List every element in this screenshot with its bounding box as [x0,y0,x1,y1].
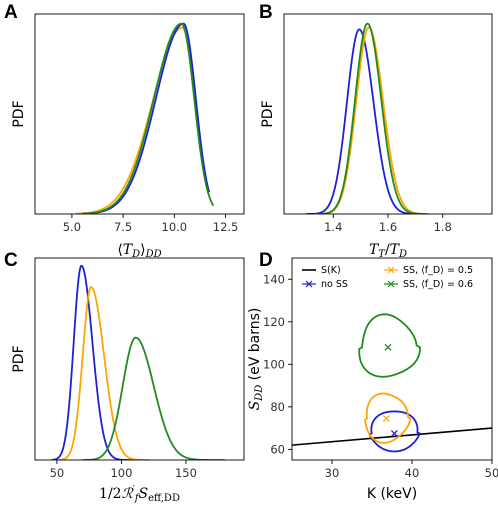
y-axis-label: PDF [11,345,27,372]
x-tick-label: 50 [485,466,498,480]
y-tick-label: 80 [270,400,285,414]
pdf-curve-green [82,22,215,214]
plot-area [292,313,492,453]
legend: S(K) SS, ⟨f_D⟩ = 0.5 no SS SS, ⟨f_D⟩ = 0.6 [302,265,473,290]
x-tick-label: 7.5 [114,220,132,234]
contour-blue [368,410,421,453]
legend-entry: SS, ⟨f_D⟩ = 0.5 [384,265,473,276]
y-tick-label: 140 [263,272,285,286]
pdf-curve-blue [82,22,211,214]
x-tick-label: 30 [325,466,340,480]
marker-blue [390,429,398,437]
y-tick-label: 60 [270,442,285,456]
x-tick-label: 1.6 [379,220,397,234]
legend-label: no SS [321,279,348,290]
pdf-curve-orange [59,286,150,460]
y-tick-label: 100 [263,357,285,371]
x-axis-label: K (keV) [367,486,417,502]
x-tick-label: 10.0 [162,220,188,234]
panel-letter-b: B [259,2,273,23]
pdf-curve-green [314,22,427,214]
y-tick-label: 120 [263,315,285,329]
curves-c [51,264,225,460]
marker-orange [382,415,390,422]
panel-c: C 50 100 150 PDF 1/2ℛ′fSeff,DD [4,250,245,504]
x-tick-label: 1.4 [324,220,342,234]
x-axis-label: 1/2ℛ′fSeff,DD [99,485,180,504]
legend-label: S(K) [321,265,341,276]
contour-green [358,313,421,378]
legend-entry: SS, ⟨f_D⟩ = 0.6 [384,279,473,290]
plot-frame [283,13,493,215]
plot-frame [34,257,245,461]
panel-letter-a: A [4,2,18,23]
pdf-curve-orange [75,26,208,214]
panel-d: D 30 40 50 60 80 100 120 140 K (keV) SDD (eV barns… [247,250,498,502]
x-tick-label: 100 [110,466,132,480]
x-tick-label: 12.5 [213,220,239,234]
legend-label: SS, ⟨f_D⟩ = 0.6 [403,279,473,290]
panel-b: B 1.4 1.6 1.8 PDF TT/TD [259,2,493,260]
y-axis-label: PDF [260,100,276,127]
x-tick-label: 40 [405,466,420,480]
marker-green [384,343,392,351]
y-axis-label: SDD (eV barns) [247,308,265,411]
panel-letter-d: D [259,250,273,271]
panel-a: A 5.0 7.5 10.0 12.5 PDF ⟨TD⟩DD [4,2,245,260]
legend-entry: S(K) [302,265,341,276]
plot-frame [34,13,245,215]
panel-letter-c: C [4,250,18,271]
legend-entry: no SS [302,279,348,290]
pdf-curve-blue [305,28,421,214]
x-tick-label: 1.8 [434,220,452,234]
x-tick-label: 50 [50,466,65,480]
x-tick-label: 5.0 [63,220,81,234]
contour-orange [364,392,412,444]
pdf-curve-orange [314,26,430,214]
x-axis-label: TT/TD [369,242,407,260]
legend-label: SS, ⟨f_D⟩ = 0.5 [403,265,473,276]
x-tick-label: 150 [175,466,197,480]
y-axis-label: PDF [11,100,27,127]
curves-b [305,22,430,214]
x-axis-label: ⟨TD⟩DD [117,242,161,260]
curves-a [75,22,215,214]
plot-frame [291,257,493,461]
